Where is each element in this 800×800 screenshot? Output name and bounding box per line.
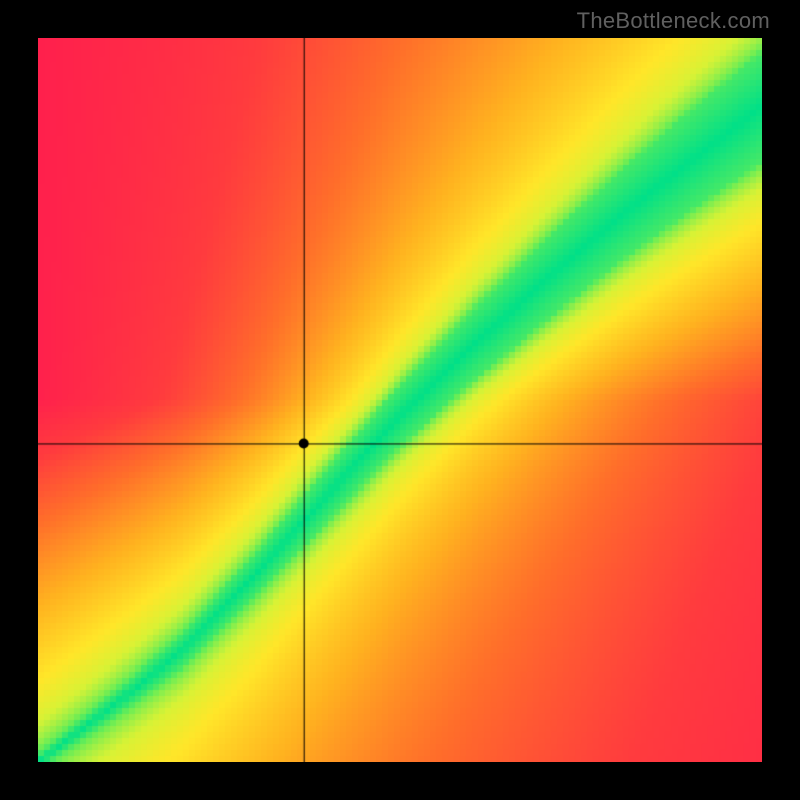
bottleneck-heatmap [38, 38, 762, 762]
chart-frame: { "watermark": { "text": "TheBottleneck.… [0, 0, 800, 800]
watermark-text: TheBottleneck.com [577, 8, 770, 34]
